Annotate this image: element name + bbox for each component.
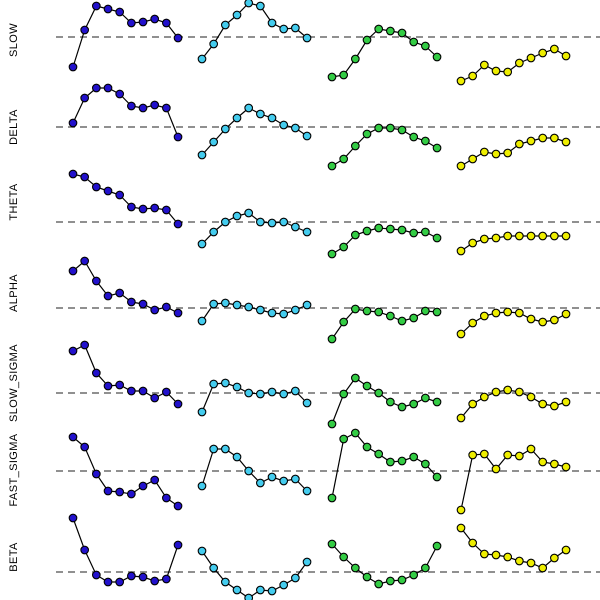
row-label-delta: DELTA	[8, 109, 20, 145]
row-label-theta: THETA	[8, 183, 20, 221]
row-label-slow-sigma: SLOW_SIGMA	[8, 344, 20, 422]
row-label-slow: SLOW	[8, 23, 20, 57]
row-label-fast-sigma: FAST_SIGMA	[8, 433, 20, 507]
row-label-beta: BETA	[8, 542, 20, 572]
row-label-alpha: ALPHA	[8, 273, 20, 313]
